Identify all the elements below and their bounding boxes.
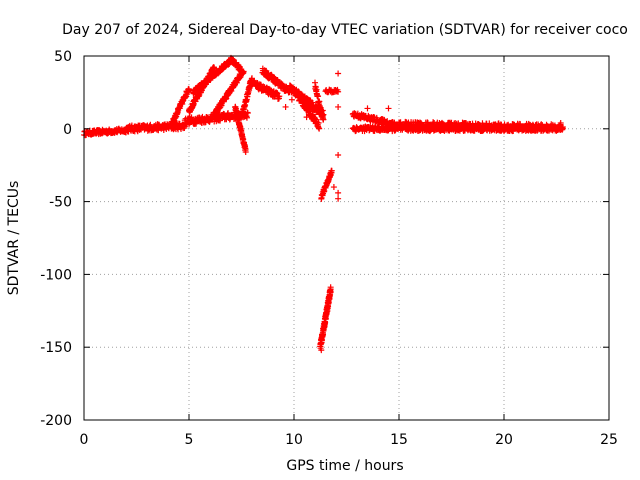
data-points	[81, 54, 566, 354]
x-tick-label: 15	[390, 432, 408, 448]
y-tick-label: -100	[40, 267, 72, 283]
data-point	[307, 108, 314, 115]
y-tick-label: -200	[40, 413, 72, 429]
data-point	[315, 93, 322, 100]
data-point	[316, 125, 323, 132]
plot-border	[83, 55, 610, 421]
series-drop-mid	[318, 167, 335, 202]
series-track-e	[228, 54, 245, 74]
x-tick-label: 5	[185, 432, 194, 448]
x-tick-label: 25	[600, 432, 618, 448]
data-point	[244, 109, 251, 116]
data-point	[557, 119, 564, 126]
series-track-c	[190, 55, 234, 97]
series-dip-1	[232, 103, 249, 155]
x-tick-label: 10	[285, 432, 303, 448]
x-tick-label: 20	[495, 432, 513, 448]
chart-title: Day 207 of 2024, Sidereal Day-to-day VTE…	[62, 22, 628, 38]
data-point	[335, 189, 342, 196]
y-tick-label: 0	[63, 122, 72, 138]
data-point	[288, 96, 295, 103]
data-point	[335, 195, 342, 202]
series-track-j	[312, 79, 327, 123]
series-track-d	[211, 68, 247, 119]
y-tick-label: -150	[40, 340, 72, 356]
series-drop-deep	[317, 284, 334, 352]
series-afternoon-c	[396, 118, 566, 133]
data-point	[387, 119, 394, 126]
data-point	[327, 288, 334, 295]
axis-ticks: 0 5 10 15 20 25 -200 -150 -100 -50 0 50	[40, 49, 618, 448]
data-point	[335, 152, 342, 159]
series-track-i	[295, 92, 323, 132]
series-short-1	[322, 86, 342, 96]
data-point	[303, 114, 310, 121]
data-point	[335, 70, 342, 77]
x-tick-label: 0	[80, 432, 89, 448]
y-tick-label: -50	[49, 195, 72, 211]
y-axis-label: SDTVAR / TECUs	[6, 181, 22, 296]
data-point	[238, 67, 245, 74]
data-point	[385, 105, 392, 112]
data-point	[335, 103, 342, 110]
data-point	[315, 119, 322, 126]
data-point	[318, 347, 325, 354]
x-axis-label: GPS time / hours	[286, 458, 403, 474]
data-point	[242, 148, 249, 155]
data-point	[276, 93, 283, 100]
data-point	[421, 124, 428, 131]
data-point	[309, 105, 316, 112]
series-track-a	[169, 85, 192, 127]
series-baseline-mid	[123, 120, 188, 135]
data-point	[475, 121, 482, 128]
data-point	[330, 184, 337, 191]
data-point	[364, 105, 371, 112]
series-track-f	[246, 78, 283, 102]
data-point	[328, 167, 335, 174]
data-point	[320, 116, 327, 123]
y-tick-label: 50	[54, 49, 72, 65]
data-point	[559, 124, 566, 131]
data-point	[282, 103, 289, 110]
data-point	[335, 88, 342, 95]
data-point	[243, 114, 250, 121]
data-point	[211, 65, 218, 72]
